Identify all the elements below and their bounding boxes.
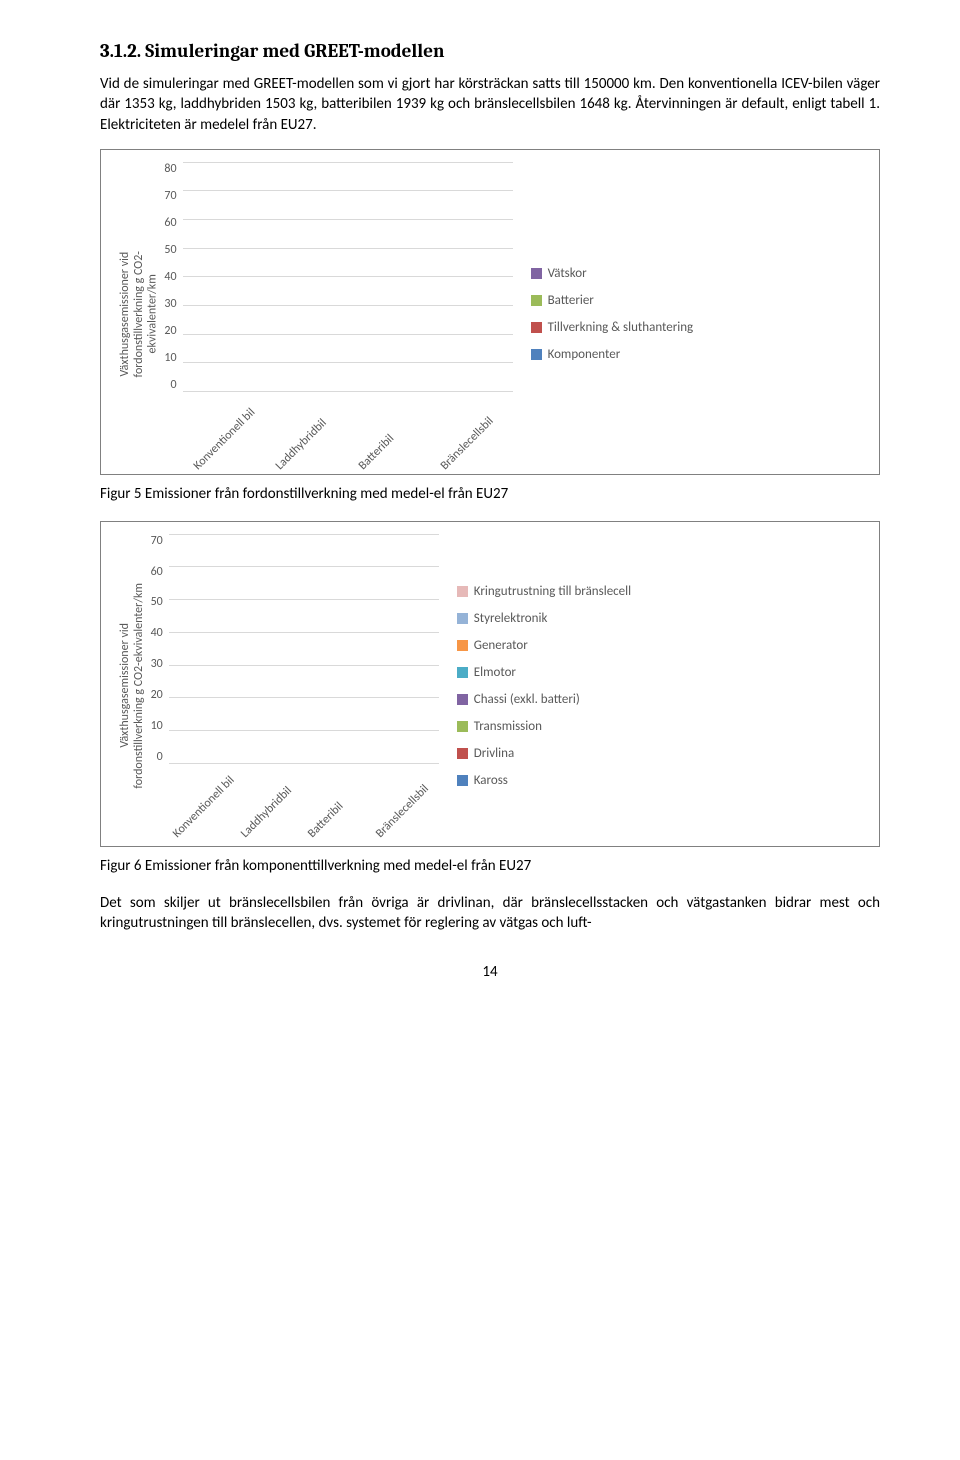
legend-swatch bbox=[531, 295, 542, 306]
legend-swatch bbox=[531, 322, 542, 333]
x-axis-labels: Konventionell bilLaddhybridbilBatteribil… bbox=[164, 396, 494, 466]
legend-swatch bbox=[457, 748, 468, 759]
legend-item: Vätskor bbox=[531, 266, 694, 281]
plot-grid bbox=[169, 534, 439, 764]
legend-label: Tillverkning & sluthantering bbox=[548, 320, 694, 335]
legend-label: Komponenter bbox=[548, 347, 621, 362]
legend-item: Batterier bbox=[531, 293, 694, 308]
chart-figure-5: Växthusgasemissioner vid fordonstillverk… bbox=[100, 149, 880, 475]
page-number: 14 bbox=[100, 963, 880, 981]
legend-label: Generator bbox=[474, 638, 528, 653]
y-axis-title: Växthusgasemissioner vid fordonstillverk… bbox=[115, 251, 164, 377]
legend-label: Transmission bbox=[474, 719, 542, 734]
legend-item: Kringutrustning till bränslecell bbox=[457, 584, 631, 599]
legend-label: Vätskor bbox=[548, 266, 587, 281]
legend-item: Elmotor bbox=[457, 665, 631, 680]
legend-label: Drivlina bbox=[474, 746, 514, 761]
legend-item: Kaross bbox=[457, 773, 631, 788]
legend-swatch bbox=[457, 586, 468, 597]
legend-swatch bbox=[457, 640, 468, 651]
y-axis-ticks: 706050403020100 bbox=[151, 534, 169, 764]
y-axis-ticks: 80706050403020100 bbox=[164, 162, 182, 392]
legend-swatch bbox=[457, 667, 468, 678]
legend-item: Drivlina bbox=[457, 746, 631, 761]
legend-label: Kringutrustning till bränslecell bbox=[474, 584, 631, 599]
intro-paragraph: Vid de simuleringar med GREET-modellen s… bbox=[100, 74, 880, 135]
legend-item: Chassi (exkl. batteri) bbox=[457, 692, 631, 707]
x-axis-labels: Konventionell bilLaddhybridbilBatteribil… bbox=[151, 768, 421, 838]
legend-swatch bbox=[531, 349, 542, 360]
legend-item: Transmission bbox=[457, 719, 631, 734]
y-axis-title: Växthusgasemissioner vid fordonstillverk… bbox=[115, 583, 151, 789]
chart-figure-6: Växthusgasemissioner vid fordonstillverk… bbox=[100, 521, 880, 847]
legend-label: Kaross bbox=[474, 773, 508, 788]
legend-label: Elmotor bbox=[474, 665, 516, 680]
legend-item: Tillverkning & sluthantering bbox=[531, 320, 694, 335]
legend-swatch bbox=[457, 775, 468, 786]
legend-label: Batterier bbox=[548, 293, 594, 308]
legend-swatch bbox=[457, 721, 468, 732]
legend-label: Chassi (exkl. batteri) bbox=[474, 692, 580, 707]
closing-paragraph: Det som skiljer ut bränslecellsbilen frå… bbox=[100, 893, 880, 934]
legend-item: Styrelektronik bbox=[457, 611, 631, 626]
legend-swatch bbox=[457, 694, 468, 705]
section-heading: 3.1.2. Simuleringar med GREET-modellen bbox=[100, 40, 880, 62]
legend-swatch bbox=[531, 268, 542, 279]
legend-item: Komponenter bbox=[531, 347, 694, 362]
legend-item: Generator bbox=[457, 638, 631, 653]
legend-swatch bbox=[457, 613, 468, 624]
legend: Kringutrustning till bränslecell Styrelek… bbox=[439, 534, 631, 838]
legend: Vätskor Batterier Tillverkning & sluthante… bbox=[513, 162, 694, 466]
legend-label: Styrelektronik bbox=[474, 611, 548, 626]
plot-grid bbox=[183, 162, 513, 392]
